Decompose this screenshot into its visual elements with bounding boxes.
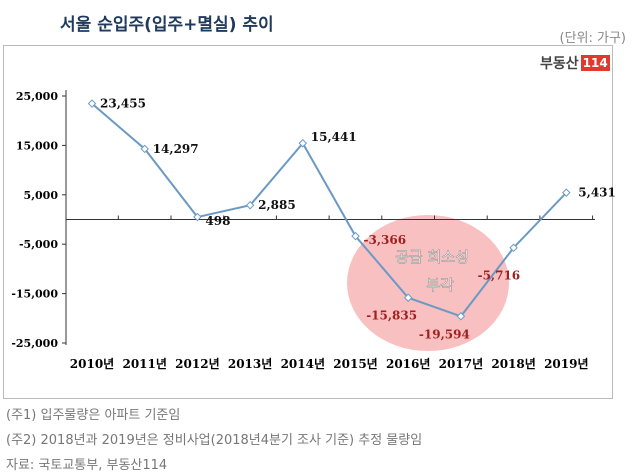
data-label: 2,885 <box>258 198 296 212</box>
data-point <box>509 243 518 252</box>
data-point <box>193 212 202 222</box>
data-label: -5,716 <box>478 269 521 283</box>
highlight-text: 공급 희소성 <box>395 248 469 266</box>
series-line <box>91 102 568 318</box>
data-label: 23,455 <box>100 97 146 111</box>
y-tick-label: -15,000 <box>11 288 58 301</box>
y-tick-label: -25,000 <box>11 337 58 350</box>
chart-title: 서울 순입주(입주+멸실) 추이 <box>60 15 274 35</box>
x-tick-label: 2014년 <box>281 357 325 371</box>
data-label: -19,594 <box>419 327 470 341</box>
data-label: 15,441 <box>311 130 357 144</box>
line-chart: 2010년 2011년 2012년 2013년 2014년 2015년 2016년 2017년… <box>11 90 616 371</box>
data-point <box>562 188 571 197</box>
plot-frame <box>3 45 613 399</box>
unit-label: (단위: 가구) <box>559 31 627 46</box>
highlight-ellipse <box>347 215 509 351</box>
source-note: 자료: 국토교통부, 부동산114 <box>6 458 168 473</box>
note-2: (주2) 2018년과 2019년은 정비사업(2018년4분기 조사 기준) … <box>6 433 423 448</box>
data-label: -15,835 <box>366 309 417 323</box>
data-point <box>351 231 360 241</box>
note-1: (주1) 입주물량은 아파트 기준임 <box>6 408 181 423</box>
y-tick-label: 5,000 <box>24 189 59 202</box>
x-tick-label: 2013년 <box>228 357 272 371</box>
x-tick-label: 2015년 <box>333 357 377 371</box>
logo-text: 부동산 <box>540 56 579 72</box>
data-point <box>87 99 97 108</box>
y-tick-label: 15,000 <box>16 139 58 152</box>
data-point <box>245 201 255 210</box>
y-tick-label: 25,000 <box>16 90 58 103</box>
data-point <box>140 144 149 154</box>
y-tick-label: -5,000 <box>19 238 58 251</box>
data-point <box>403 293 413 302</box>
logo: 부동산 114 <box>540 53 610 73</box>
data-label: 498 <box>205 214 230 228</box>
data-label: 14,297 <box>153 142 199 156</box>
x-tick-label: 2018년 <box>491 357 535 371</box>
x-tick-label: 2010년 <box>70 357 114 371</box>
highlight-text: 부각 <box>426 276 454 294</box>
x-tick-label: 2012년 <box>175 357 219 371</box>
logo-num: 114 <box>580 55 610 71</box>
data-label: 5,431 <box>578 186 616 200</box>
x-tick-label: 2017년 <box>439 357 483 371</box>
data-point <box>456 312 466 321</box>
data-point <box>298 138 308 148</box>
x-tick-label: 2019년 <box>544 357 588 371</box>
x-tick-label: 2011년 <box>122 357 166 371</box>
x-tick-label: 2016년 <box>386 357 430 371</box>
data-label: -3,366 <box>364 233 407 247</box>
